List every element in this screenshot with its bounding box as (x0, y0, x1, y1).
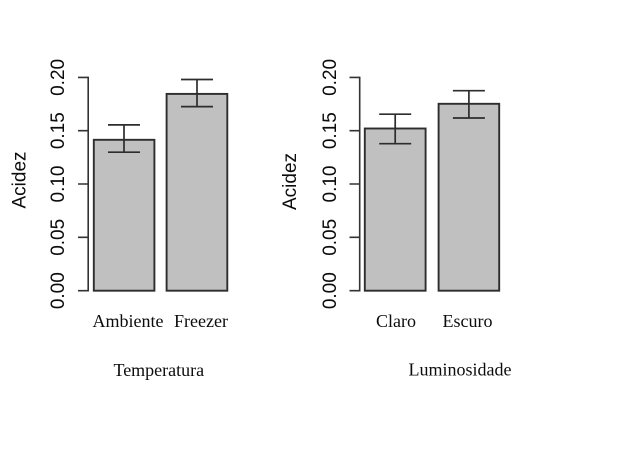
svg-text:0.00: 0.00 (320, 272, 341, 309)
svg-text:0.20: 0.20 (320, 59, 341, 96)
svg-text:0.15: 0.15 (48, 112, 69, 149)
svg-text:Escuro: Escuro (443, 311, 493, 331)
svg-text:Acidez: Acidez (10, 151, 31, 208)
svg-text:Luminosidade: Luminosidade (409, 360, 512, 380)
svg-text:Acidez: Acidez (280, 153, 301, 210)
svg-text:0.05: 0.05 (320, 219, 341, 256)
svg-text:Temperatura: Temperatura (113, 360, 204, 380)
svg-text:0.10: 0.10 (48, 166, 69, 203)
svg-text:0.05: 0.05 (48, 219, 69, 256)
svg-text:0.00: 0.00 (48, 272, 69, 309)
svg-text:Ambiente: Ambiente (93, 311, 164, 331)
svg-text:0.10: 0.10 (320, 166, 341, 203)
svg-text:Freezer: Freezer (174, 311, 228, 331)
svg-text:0.15: 0.15 (320, 112, 341, 149)
svg-text:0.20: 0.20 (48, 59, 69, 96)
svg-text:Claro: Claro (376, 311, 416, 331)
